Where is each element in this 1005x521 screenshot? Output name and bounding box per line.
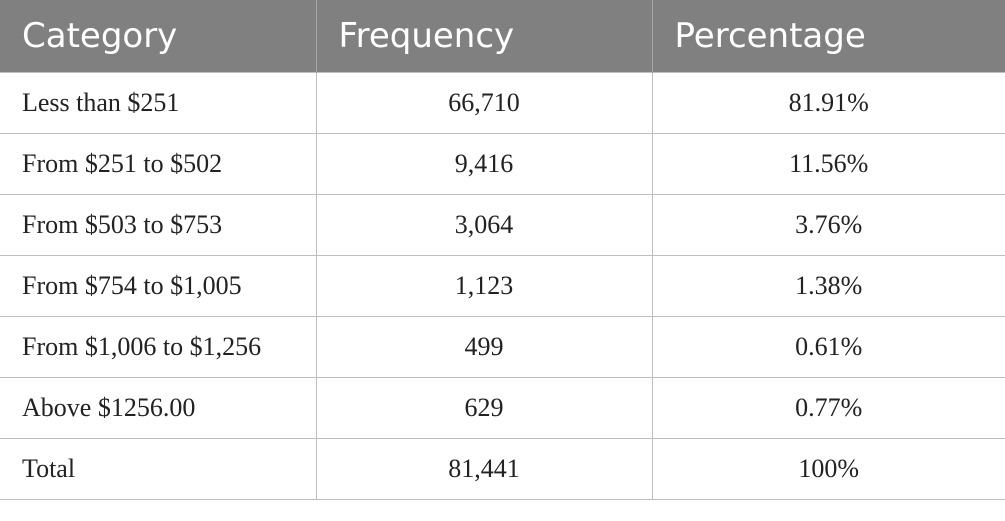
table-cell: 1,123 (315, 255, 653, 317)
table-cell: 81,441 (315, 438, 653, 500)
table-cell: 81.91% (651, 72, 1005, 134)
table-cell: 0.77% (651, 377, 1005, 439)
table-cell: 9,416 (315, 133, 653, 195)
table-row: From $754 to $1,005 1,123 1.38% (0, 255, 1005, 317)
table-row: Total 81,441 100% (0, 438, 1005, 500)
column-header: Frequency (316, 0, 653, 73)
table-cell: 11.56% (651, 133, 1005, 195)
table-body: Less than $251 66,710 81.91% From $251 to $… (0, 72, 1005, 500)
data-table: Category Frequency Percentage Less than $2… (0, 0, 1005, 500)
table-cell: 66,710 (315, 72, 653, 134)
table-cell: 3.76% (651, 194, 1005, 256)
header-row: Category Frequency Percentage (0, 0, 1005, 73)
table-cell: 499 (315, 316, 653, 378)
table-row: Less than $251 66,710 81.91% (0, 72, 1005, 134)
table-cell: 0.61% (651, 316, 1005, 378)
table-row: From $503 to $753 3,064 3.76% (0, 194, 1005, 256)
table-cell: From $251 to $502 (0, 133, 317, 195)
table-cell: From $754 to $1,005 (0, 255, 317, 317)
table-cell: 100% (651, 438, 1005, 500)
table-cell: 629 (315, 377, 653, 439)
table-cell: Less than $251 (0, 72, 317, 134)
table-cell: 1.38% (651, 255, 1005, 317)
table-row: Above $1256.00 629 0.77% (0, 377, 1005, 439)
table-cell: 3,064 (315, 194, 653, 256)
table-cell: From $1,006 to $1,256 (0, 316, 317, 378)
column-header: Percentage (652, 0, 1005, 73)
table-row: From $251 to $502 9,416 11.56% (0, 133, 1005, 195)
column-header: Category (0, 0, 317, 73)
table-row: From $1,006 to $1,256 499 0.61% (0, 316, 1005, 378)
table-cell: From $503 to $753 (0, 194, 317, 256)
table-cell: Above $1256.00 (0, 377, 317, 439)
table-header: Category Frequency Percentage (0, 0, 1005, 73)
table-cell: Total (0, 438, 317, 500)
